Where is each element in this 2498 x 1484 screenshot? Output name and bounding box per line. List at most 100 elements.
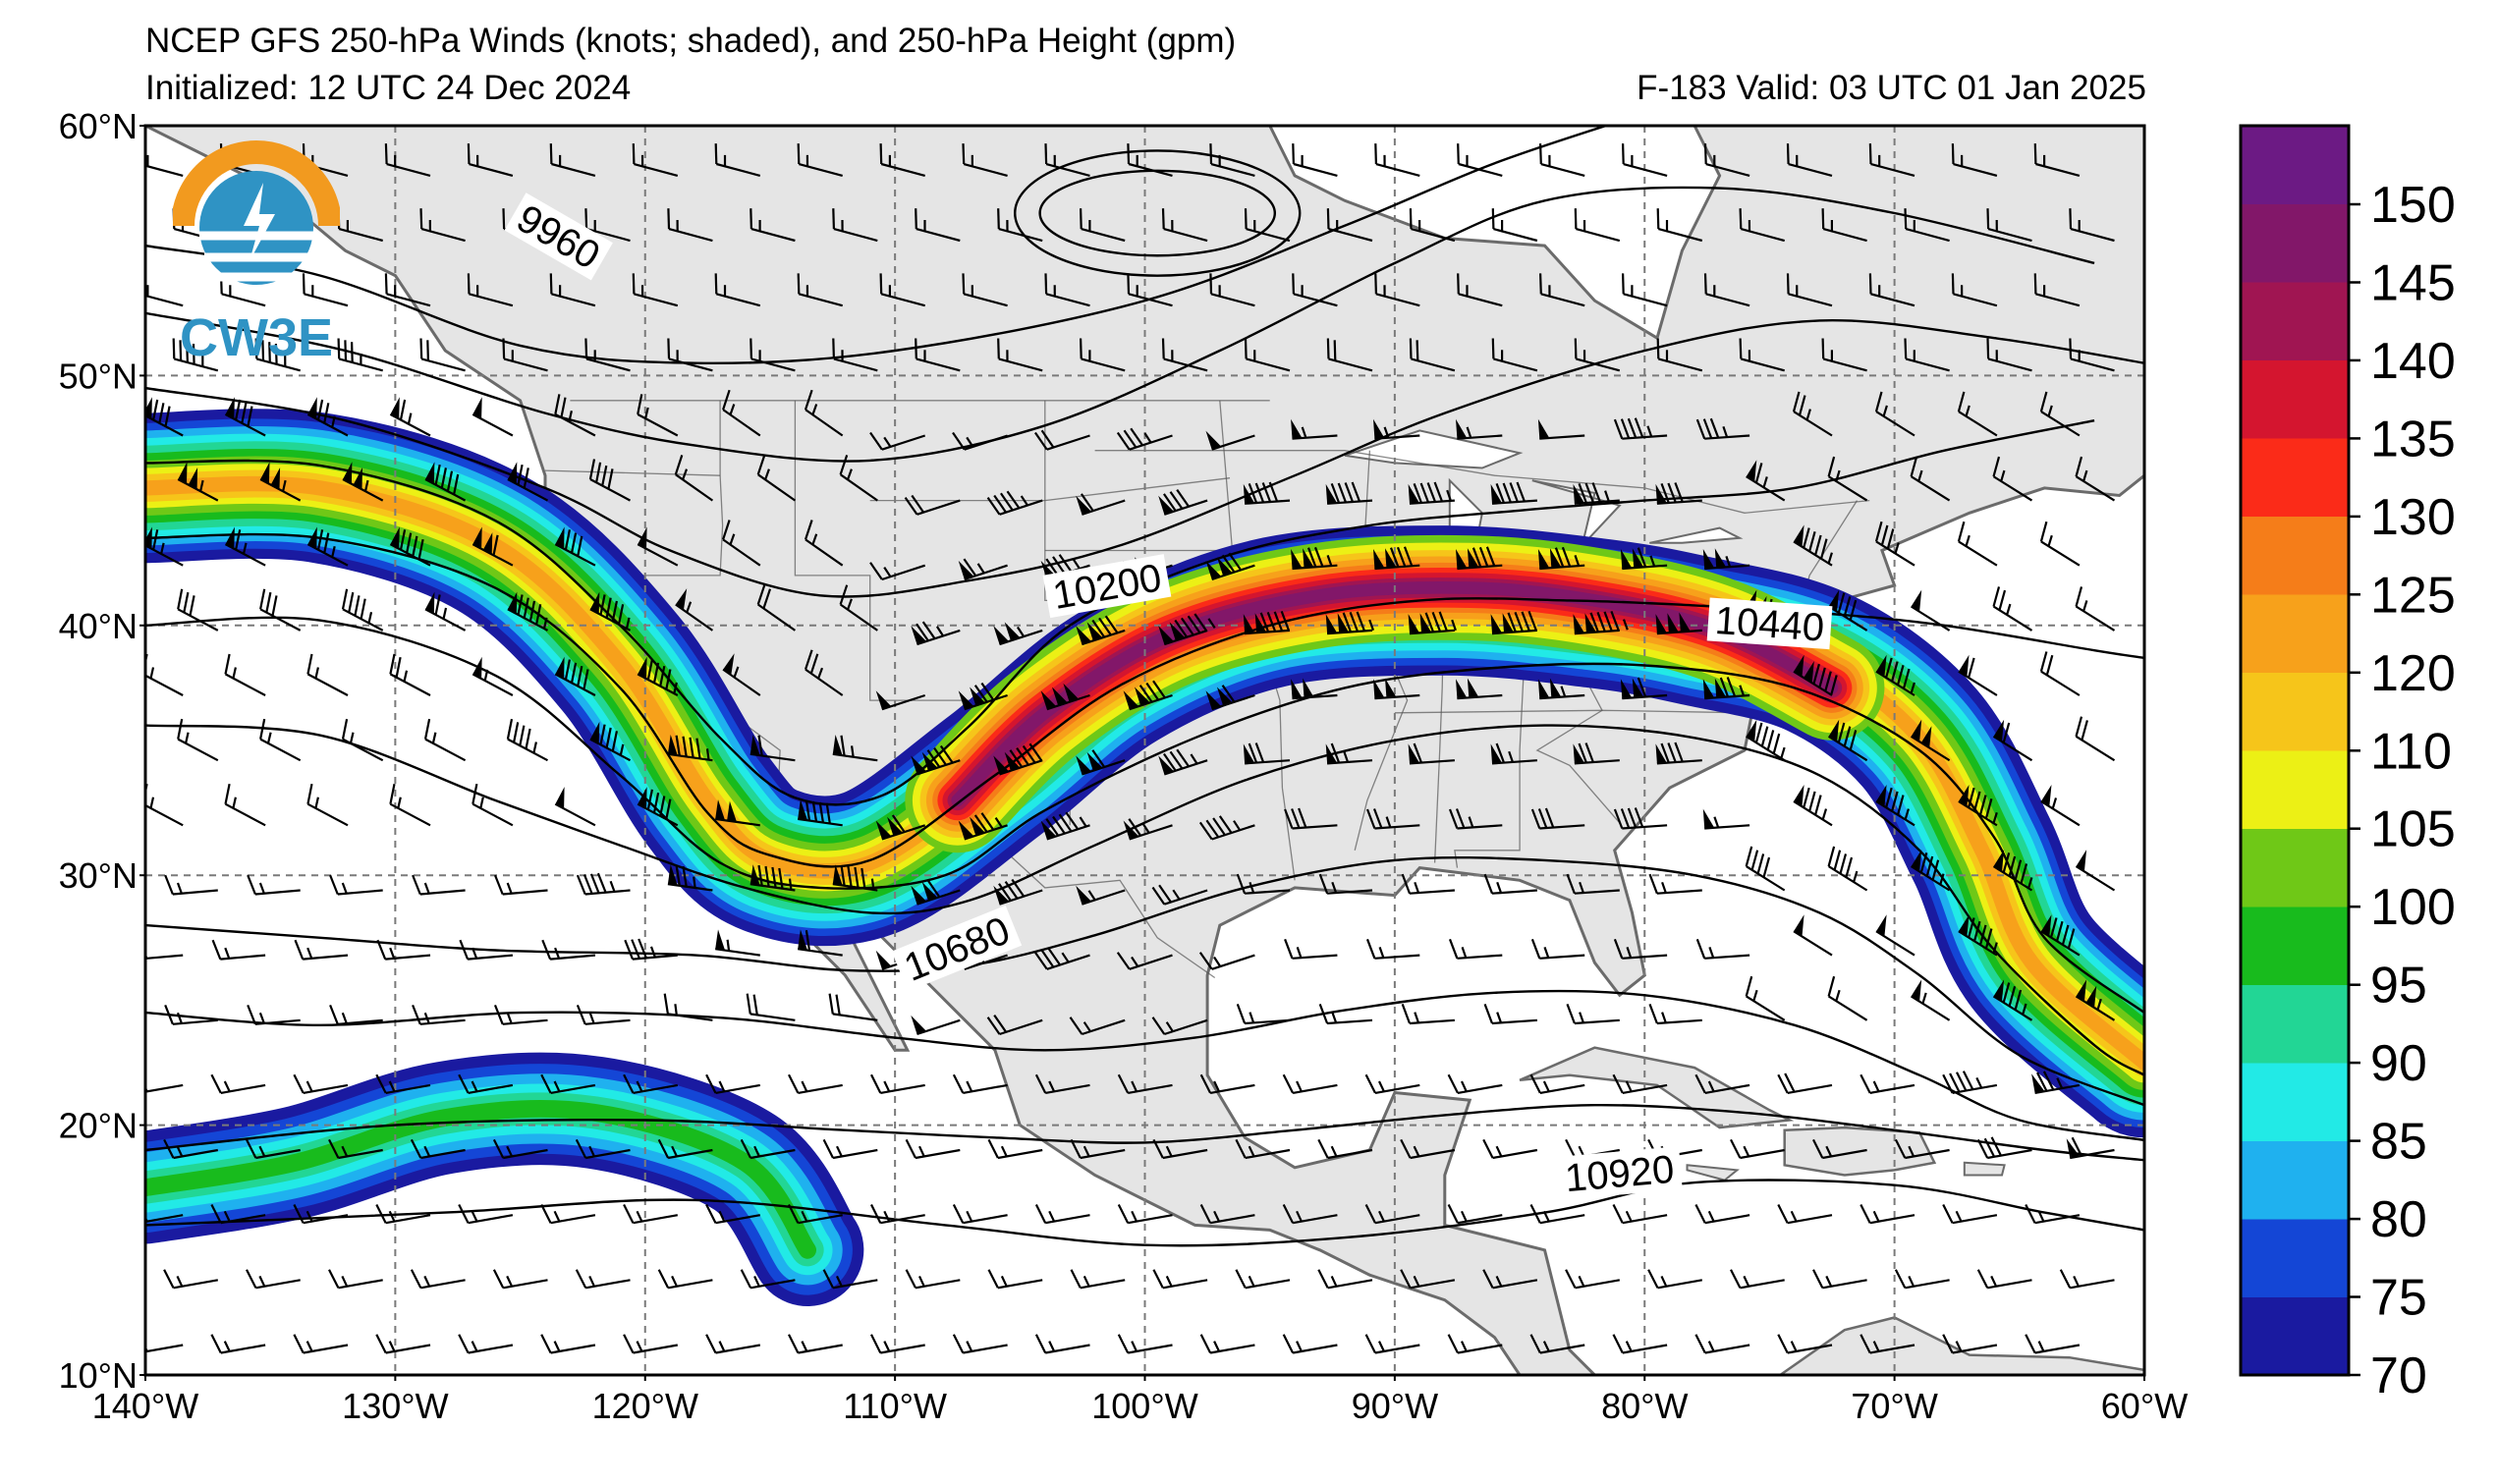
wind-barb — [1408, 481, 1455, 505]
wind-barb — [1076, 493, 1126, 516]
wind-barb — [458, 1334, 514, 1354]
wind-barb — [575, 1269, 631, 1290]
colorbar-tick-label: 135 — [2370, 411, 2456, 467]
wind-barb — [1482, 1269, 1538, 1290]
wind-barb — [1076, 885, 1126, 906]
wind-barb — [1827, 846, 1868, 892]
colorbar-swatch — [2241, 672, 2349, 751]
logo-bolt-icon — [244, 183, 275, 261]
wind-barb — [1151, 884, 1208, 906]
wind-barb — [342, 462, 384, 502]
wind-barb — [467, 273, 514, 307]
wind-barb — [389, 397, 431, 437]
wind-barb — [1317, 1138, 1373, 1160]
contour-label-bg — [1706, 597, 1833, 650]
wind-barb — [1282, 1204, 1338, 1225]
wind-barb — [1911, 589, 1951, 632]
wind-barb — [1070, 1269, 1126, 1290]
wind-barb — [832, 735, 878, 762]
wind-barb — [2075, 850, 2116, 892]
wind-barb — [554, 394, 596, 437]
height-contour — [145, 186, 2095, 463]
wind-barb — [1317, 1269, 1373, 1290]
wind-barb — [328, 1138, 383, 1160]
wind-barb — [2039, 391, 2081, 437]
wind-barb — [1860, 1204, 1915, 1225]
wind-barb — [1942, 1071, 1998, 1094]
great-lake — [1649, 526, 1744, 544]
wind-barb — [1158, 488, 1208, 516]
wind-barb — [749, 338, 796, 372]
wind-barb — [1612, 1204, 1668, 1225]
wind-barb — [1448, 938, 1503, 960]
wind-barb — [911, 744, 961, 776]
hudson-bay — [1268, 126, 1722, 341]
wind-barb — [1409, 208, 1456, 243]
wind-barb — [632, 273, 679, 307]
wind-barb — [1243, 611, 1291, 635]
wind-barb — [714, 143, 761, 177]
lat-tick-label: 40°N — [59, 606, 138, 646]
wind-barb — [1566, 873, 1620, 895]
wind-barb — [1655, 482, 1702, 505]
wind-barb — [870, 1334, 925, 1354]
wind-barb — [756, 455, 797, 502]
wind-barb — [667, 864, 713, 892]
wind-barb — [247, 874, 301, 896]
wind-barb — [1894, 1138, 1950, 1160]
wind-barb — [2069, 338, 2115, 372]
wind-barb — [210, 1334, 266, 1354]
wind-barb — [1282, 1334, 1338, 1354]
wind-barb — [2033, 143, 2081, 177]
wind-barb — [1244, 338, 1291, 372]
wind-barb — [1034, 1204, 1090, 1225]
wind-barb — [879, 273, 925, 307]
wind-barb — [247, 1004, 301, 1025]
wind-barb — [412, 874, 466, 896]
wind-barb — [1365, 808, 1420, 830]
wind-barb — [2059, 1269, 2115, 1290]
wind-barb — [541, 939, 595, 961]
wind-barb — [328, 1269, 383, 1290]
wind-barb — [1730, 1269, 1785, 1290]
wind-barb — [632, 143, 679, 177]
wind-barb — [1117, 1334, 1173, 1354]
wind-barb — [722, 389, 761, 437]
wind-barb — [1198, 815, 1255, 841]
colorbar-swatch — [2241, 516, 2349, 595]
wind-barb — [1860, 1073, 1915, 1094]
wind-barb — [1957, 521, 1998, 567]
wind-barb — [804, 389, 844, 437]
wind-barb — [1530, 807, 1585, 830]
wind-barb — [1656, 208, 1703, 243]
contour-label-bg — [1042, 554, 1172, 619]
wind-barb — [1364, 1334, 1420, 1354]
colorbar-swatch — [2241, 282, 2349, 360]
logo-text: CW3E — [180, 308, 333, 367]
wind-barb — [246, 1269, 301, 1290]
colorbar-tick-label: 110 — [2370, 723, 2452, 780]
wind-barb — [1284, 807, 1338, 830]
wind-barb — [549, 143, 596, 177]
wind-barb — [1612, 1334, 1668, 1354]
wind-barb — [869, 562, 926, 581]
wind-barb — [467, 143, 514, 177]
wind-barb — [915, 338, 961, 372]
wind-barb — [1117, 1204, 1173, 1225]
colorbar: 150 145 140 135 130 125 120 110 105 100 95 90 85 80 75… — [2239, 124, 2456, 1404]
wind-barb — [1622, 143, 1668, 177]
wind-barb — [1986, 338, 2032, 372]
wind-barb — [458, 1204, 514, 1225]
wind-barb — [1573, 611, 1629, 635]
wind-barb — [705, 1204, 760, 1225]
wind-barb — [952, 1334, 1008, 1354]
wind-barb — [1080, 338, 1126, 372]
wind-barb — [952, 1204, 1008, 1225]
wind-barb — [1613, 938, 1668, 960]
lat-tick-label: 60°N — [59, 106, 138, 146]
state-border — [1394, 709, 1748, 714]
colorbar-tick-label: 125 — [2370, 567, 2456, 624]
wind-barb — [1874, 391, 1915, 437]
wind-barb — [1874, 521, 1915, 567]
